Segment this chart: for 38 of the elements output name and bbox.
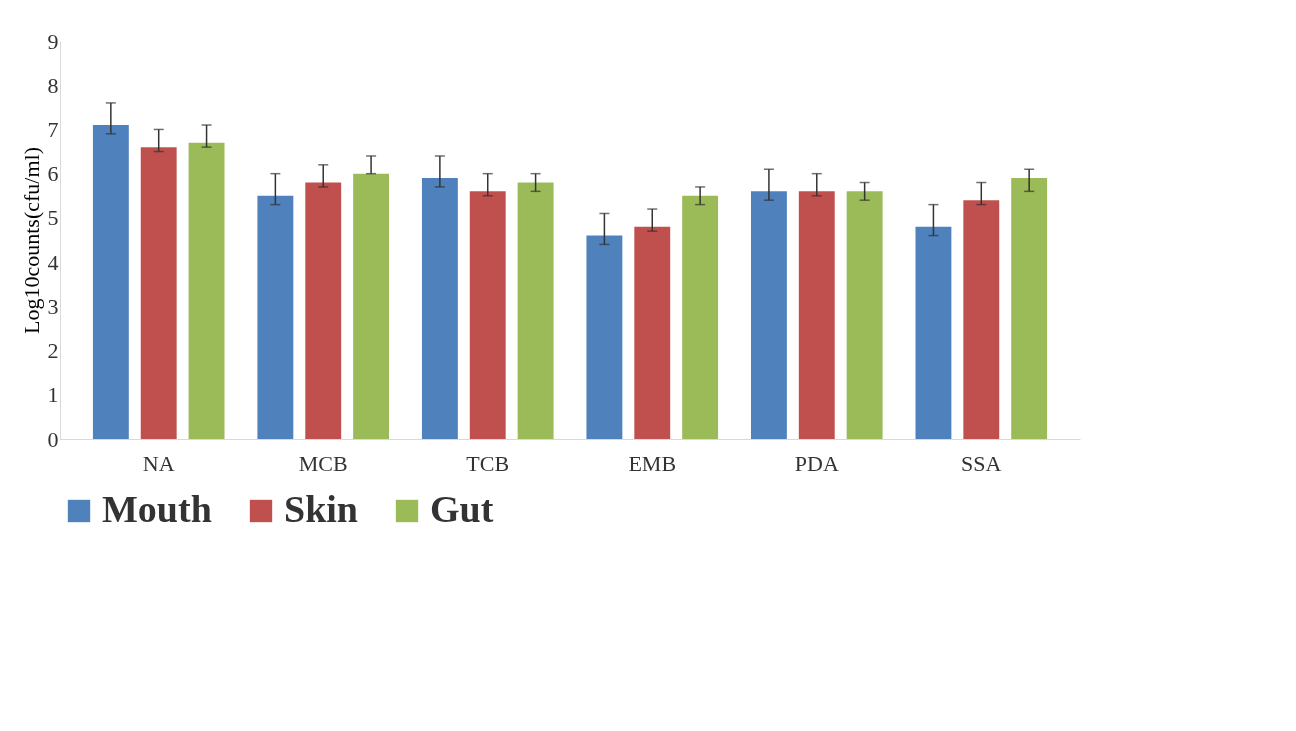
x-tick-label: PDA bbox=[794, 450, 839, 476]
x-tick-label: NA bbox=[142, 450, 175, 476]
legend-label: Skin bbox=[284, 488, 358, 530]
bar bbox=[140, 147, 177, 439]
bar bbox=[963, 200, 1000, 439]
bar bbox=[634, 226, 671, 439]
x-tick-label: SSA bbox=[961, 450, 1002, 476]
y-tick-label: 2 bbox=[47, 338, 59, 364]
y-tick-label: 1 bbox=[47, 382, 59, 408]
bar bbox=[469, 191, 506, 439]
y-tick-label: 8 bbox=[47, 72, 59, 98]
bar bbox=[750, 191, 787, 439]
y-tick-label: 3 bbox=[47, 293, 59, 319]
x-tick-label: TCB bbox=[466, 450, 510, 476]
bar bbox=[421, 178, 458, 439]
bar bbox=[1011, 178, 1048, 439]
y-tick-label: 9 bbox=[47, 28, 59, 54]
y-tick-label: 4 bbox=[47, 249, 59, 275]
bar bbox=[682, 195, 719, 439]
bar bbox=[586, 235, 623, 439]
bar bbox=[257, 195, 294, 439]
bar bbox=[798, 191, 835, 439]
x-tick-label: EMB bbox=[628, 450, 677, 476]
legend-label: Mouth bbox=[102, 488, 212, 530]
bar bbox=[353, 173, 390, 439]
y-tick-label: 7 bbox=[47, 116, 59, 142]
x-tick-label: MCB bbox=[298, 450, 348, 476]
bar bbox=[517, 182, 554, 439]
legend-label: Gut bbox=[430, 488, 494, 530]
bar bbox=[846, 191, 883, 439]
y-tick-label: 5 bbox=[47, 205, 59, 231]
bar bbox=[92, 125, 129, 439]
bar bbox=[305, 182, 342, 439]
y-tick-label: 6 bbox=[47, 161, 59, 187]
y-axis-title: Log10counts(cfu/ml) bbox=[18, 147, 44, 334]
bar bbox=[188, 142, 225, 439]
y-tick-label: 0 bbox=[47, 426, 59, 452]
bar bbox=[915, 226, 952, 439]
